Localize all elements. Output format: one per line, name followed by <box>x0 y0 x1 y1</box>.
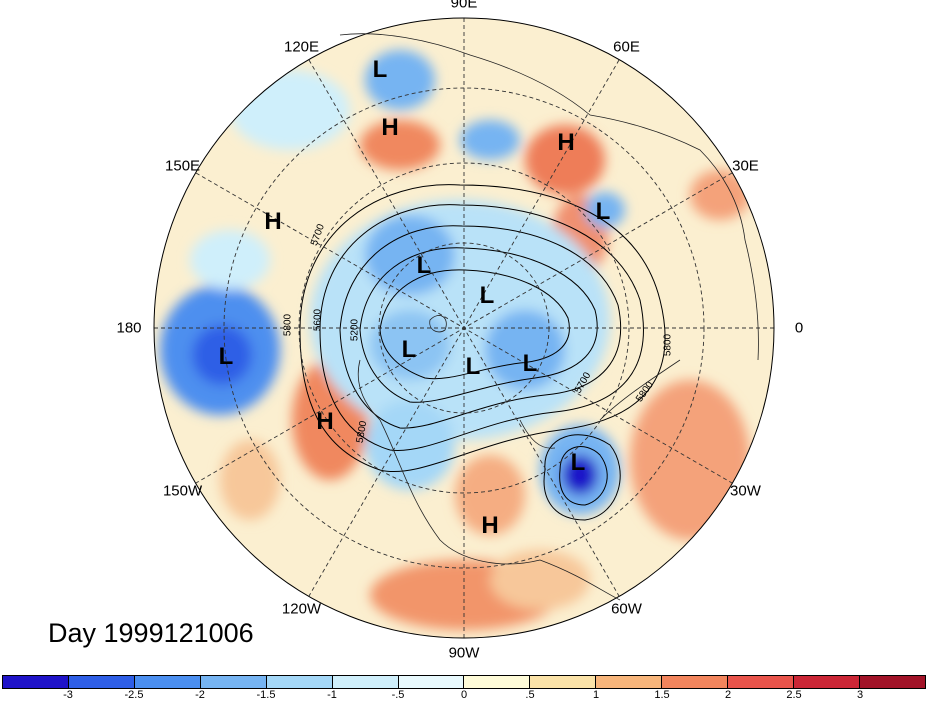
warm-anomaly <box>490 550 590 610</box>
longitude-label: 150E <box>165 157 201 174</box>
longitude-label: 150W <box>162 482 203 499</box>
high-pressure-mark: H <box>264 208 282 235</box>
low-pressure-mark: L <box>479 282 495 309</box>
height-contours <box>299 184 666 521</box>
contour-label: 5200 <box>349 318 361 342</box>
warm-anomaly <box>525 125 605 195</box>
colorbar-swatch <box>662 676 729 688</box>
warm-anomaly <box>220 440 280 520</box>
low-pressure-mark: L <box>522 350 538 377</box>
cold-anomaly <box>585 192 625 228</box>
colorbar-tick-label: 1.5 <box>654 689 670 701</box>
high-pressure-mark: H <box>316 408 334 435</box>
longitude-label: 60W <box>611 600 642 618</box>
cold-anomaly <box>192 325 252 385</box>
low-pressure-mark: L <box>372 56 388 83</box>
graticule <box>154 18 774 638</box>
low-pressure-mark: L <box>465 353 481 380</box>
colorbar <box>2 675 926 689</box>
cold-anomaly <box>365 50 435 110</box>
cold-anomaly <box>562 455 598 495</box>
high-pressure-mark: H <box>557 129 575 156</box>
low-pressure-mark: L <box>218 343 234 370</box>
colorbar-tick-label: .5 <box>525 689 535 701</box>
colorbar-swatch <box>3 676 69 688</box>
longitude-label: 30E <box>732 157 759 174</box>
colorbar-tick-label: 0 <box>460 689 468 701</box>
colorbar-swatch <box>200 676 267 688</box>
contour-label: 5800 <box>662 333 674 357</box>
map-title: Day 1999121006 <box>48 618 254 648</box>
cold-anomaly <box>365 400 455 490</box>
cold-anomaly <box>370 310 450 380</box>
low-pressure-mark: L <box>570 449 586 476</box>
colorbar-tick-label: 2.5 <box>786 689 802 701</box>
contour-label: 5800 <box>282 313 294 337</box>
longitude-label: 30W <box>730 482 761 499</box>
coastlines <box>339 33 759 601</box>
longitude-label: 120E <box>283 38 320 56</box>
low-pressure-mark: L <box>416 252 432 279</box>
cold-anomaly <box>230 70 350 150</box>
colorbar-swatch <box>332 676 399 688</box>
colorbar-swatch <box>464 676 531 688</box>
colorbar-tick-label: 3 <box>856 689 864 701</box>
colorbar-swatch <box>530 676 597 688</box>
colorbar-swatch <box>398 676 465 688</box>
colorbar-swatch <box>596 676 663 688</box>
contour-label: 5600 <box>312 308 324 332</box>
longitude-label: 120W <box>281 600 322 618</box>
colorbar-tick-label: -3 <box>63 689 73 701</box>
colorbar-tick-label: 2 <box>724 689 732 701</box>
colorbar-swatch <box>266 676 333 688</box>
cold-anomaly <box>460 120 520 160</box>
map-boundary <box>153 17 775 639</box>
colorbar-swatch <box>134 676 201 688</box>
colorbar-tick-label: -.5 <box>391 689 405 701</box>
colorbar-tick-label: -1.5 <box>256 689 276 701</box>
colorbar-tick-label: -2 <box>195 689 205 701</box>
longitude-label: 90W <box>448 644 480 662</box>
low-pressure-mark: L <box>595 198 611 225</box>
longitude-label: 0 <box>794 319 804 337</box>
longitude-label: 60E <box>613 38 640 56</box>
colorbar-swatch <box>859 676 925 688</box>
colorbar-swatch <box>68 676 135 688</box>
colorbar-swatch <box>728 676 795 688</box>
longitude-label: 180 <box>116 319 142 337</box>
high-pressure-mark: H <box>481 512 499 539</box>
longitude-label: 90E <box>450 0 478 12</box>
colorbar-tick-label: -1 <box>327 689 337 701</box>
colorbar-tick-label: 1 <box>592 689 600 701</box>
cold-anomaly <box>485 310 565 390</box>
colorbar-tick-label: -2.5 <box>124 689 144 701</box>
warm-anomaly <box>690 170 750 220</box>
cold-anomaly <box>190 230 270 290</box>
colorbar-swatch <box>794 676 860 688</box>
low-pressure-mark: L <box>401 336 417 363</box>
warm-anomaly <box>630 380 750 540</box>
warm-anomaly <box>360 120 440 170</box>
high-pressure-mark: H <box>381 114 399 141</box>
cold-anomaly <box>365 215 455 295</box>
warm-anomaly <box>455 455 525 535</box>
